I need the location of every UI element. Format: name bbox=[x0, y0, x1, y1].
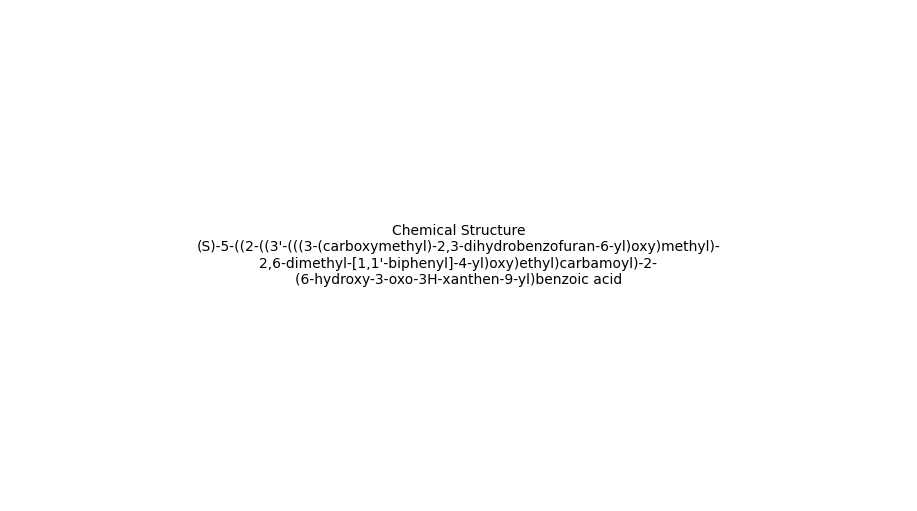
Text: Chemical Structure
(S)-5-((2-((3'-(((3-(carboxymethyl)-2,3-dihydrobenzofuran-6-y: Chemical Structure (S)-5-((2-((3'-(((3-(… bbox=[196, 224, 721, 287]
